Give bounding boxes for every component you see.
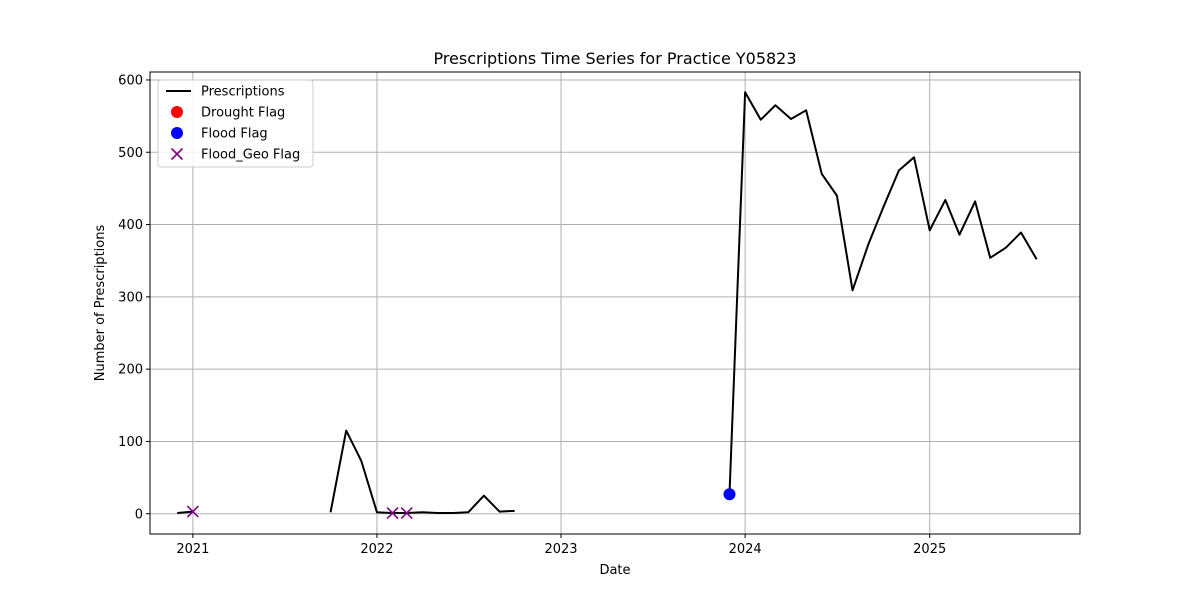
legend-label: Flood_Geo Flag: [201, 148, 300, 163]
axis-ticks: 2021 2022 2023 2024 2025 0 100 200 300 400 500 600: [118, 73, 946, 557]
legend-x-swatch: [170, 147, 184, 161]
chart-title: Prescriptions Time Series for Practice Y…: [433, 49, 796, 68]
legend-circle-swatch: [171, 106, 183, 118]
legend-label: Flood Flag: [201, 127, 268, 142]
legend: Prescriptions Drought Flag Flood Flag Flood…: [157, 79, 314, 168]
flood-geo-flag-marker: [386, 506, 399, 520]
flood-flag-marker: [723, 488, 736, 501]
x-tick-label: 2025: [913, 542, 946, 557]
prescriptions-line: [728, 91, 1038, 495]
x-axis-label: Date: [599, 563, 630, 578]
y-tick-label: 100: [118, 435, 143, 450]
flood-geo-flag-marker: [400, 506, 413, 520]
plot-data: [177, 91, 1038, 520]
y-tick-label: 500: [118, 146, 143, 161]
y-tick-label: 300: [118, 290, 143, 305]
prescriptions-line: [177, 510, 193, 515]
x-tick-label: 2023: [544, 542, 577, 557]
y-tick-label: 200: [118, 363, 143, 378]
y-tick-label: 400: [118, 218, 143, 233]
legend-label: Drought Flag: [201, 106, 285, 121]
flood-geo-flag-marker: [186, 505, 199, 518]
y-tick-label: 600: [118, 73, 143, 88]
y-tick-label: 0: [135, 507, 143, 522]
plot-frame: [149, 71, 1081, 535]
x-tick-label: 2024: [729, 542, 762, 557]
x-tick-label: 2021: [176, 542, 209, 557]
x-tick-label: 2022: [360, 542, 393, 557]
legend-circle-swatch: [171, 127, 183, 139]
grid: [150, 72, 1080, 534]
y-axis-label: Number of Prescriptions: [93, 225, 108, 382]
legend-label: Prescriptions: [201, 85, 285, 100]
legend-box: [157, 79, 314, 168]
prescriptions-line: [329, 429, 515, 515]
